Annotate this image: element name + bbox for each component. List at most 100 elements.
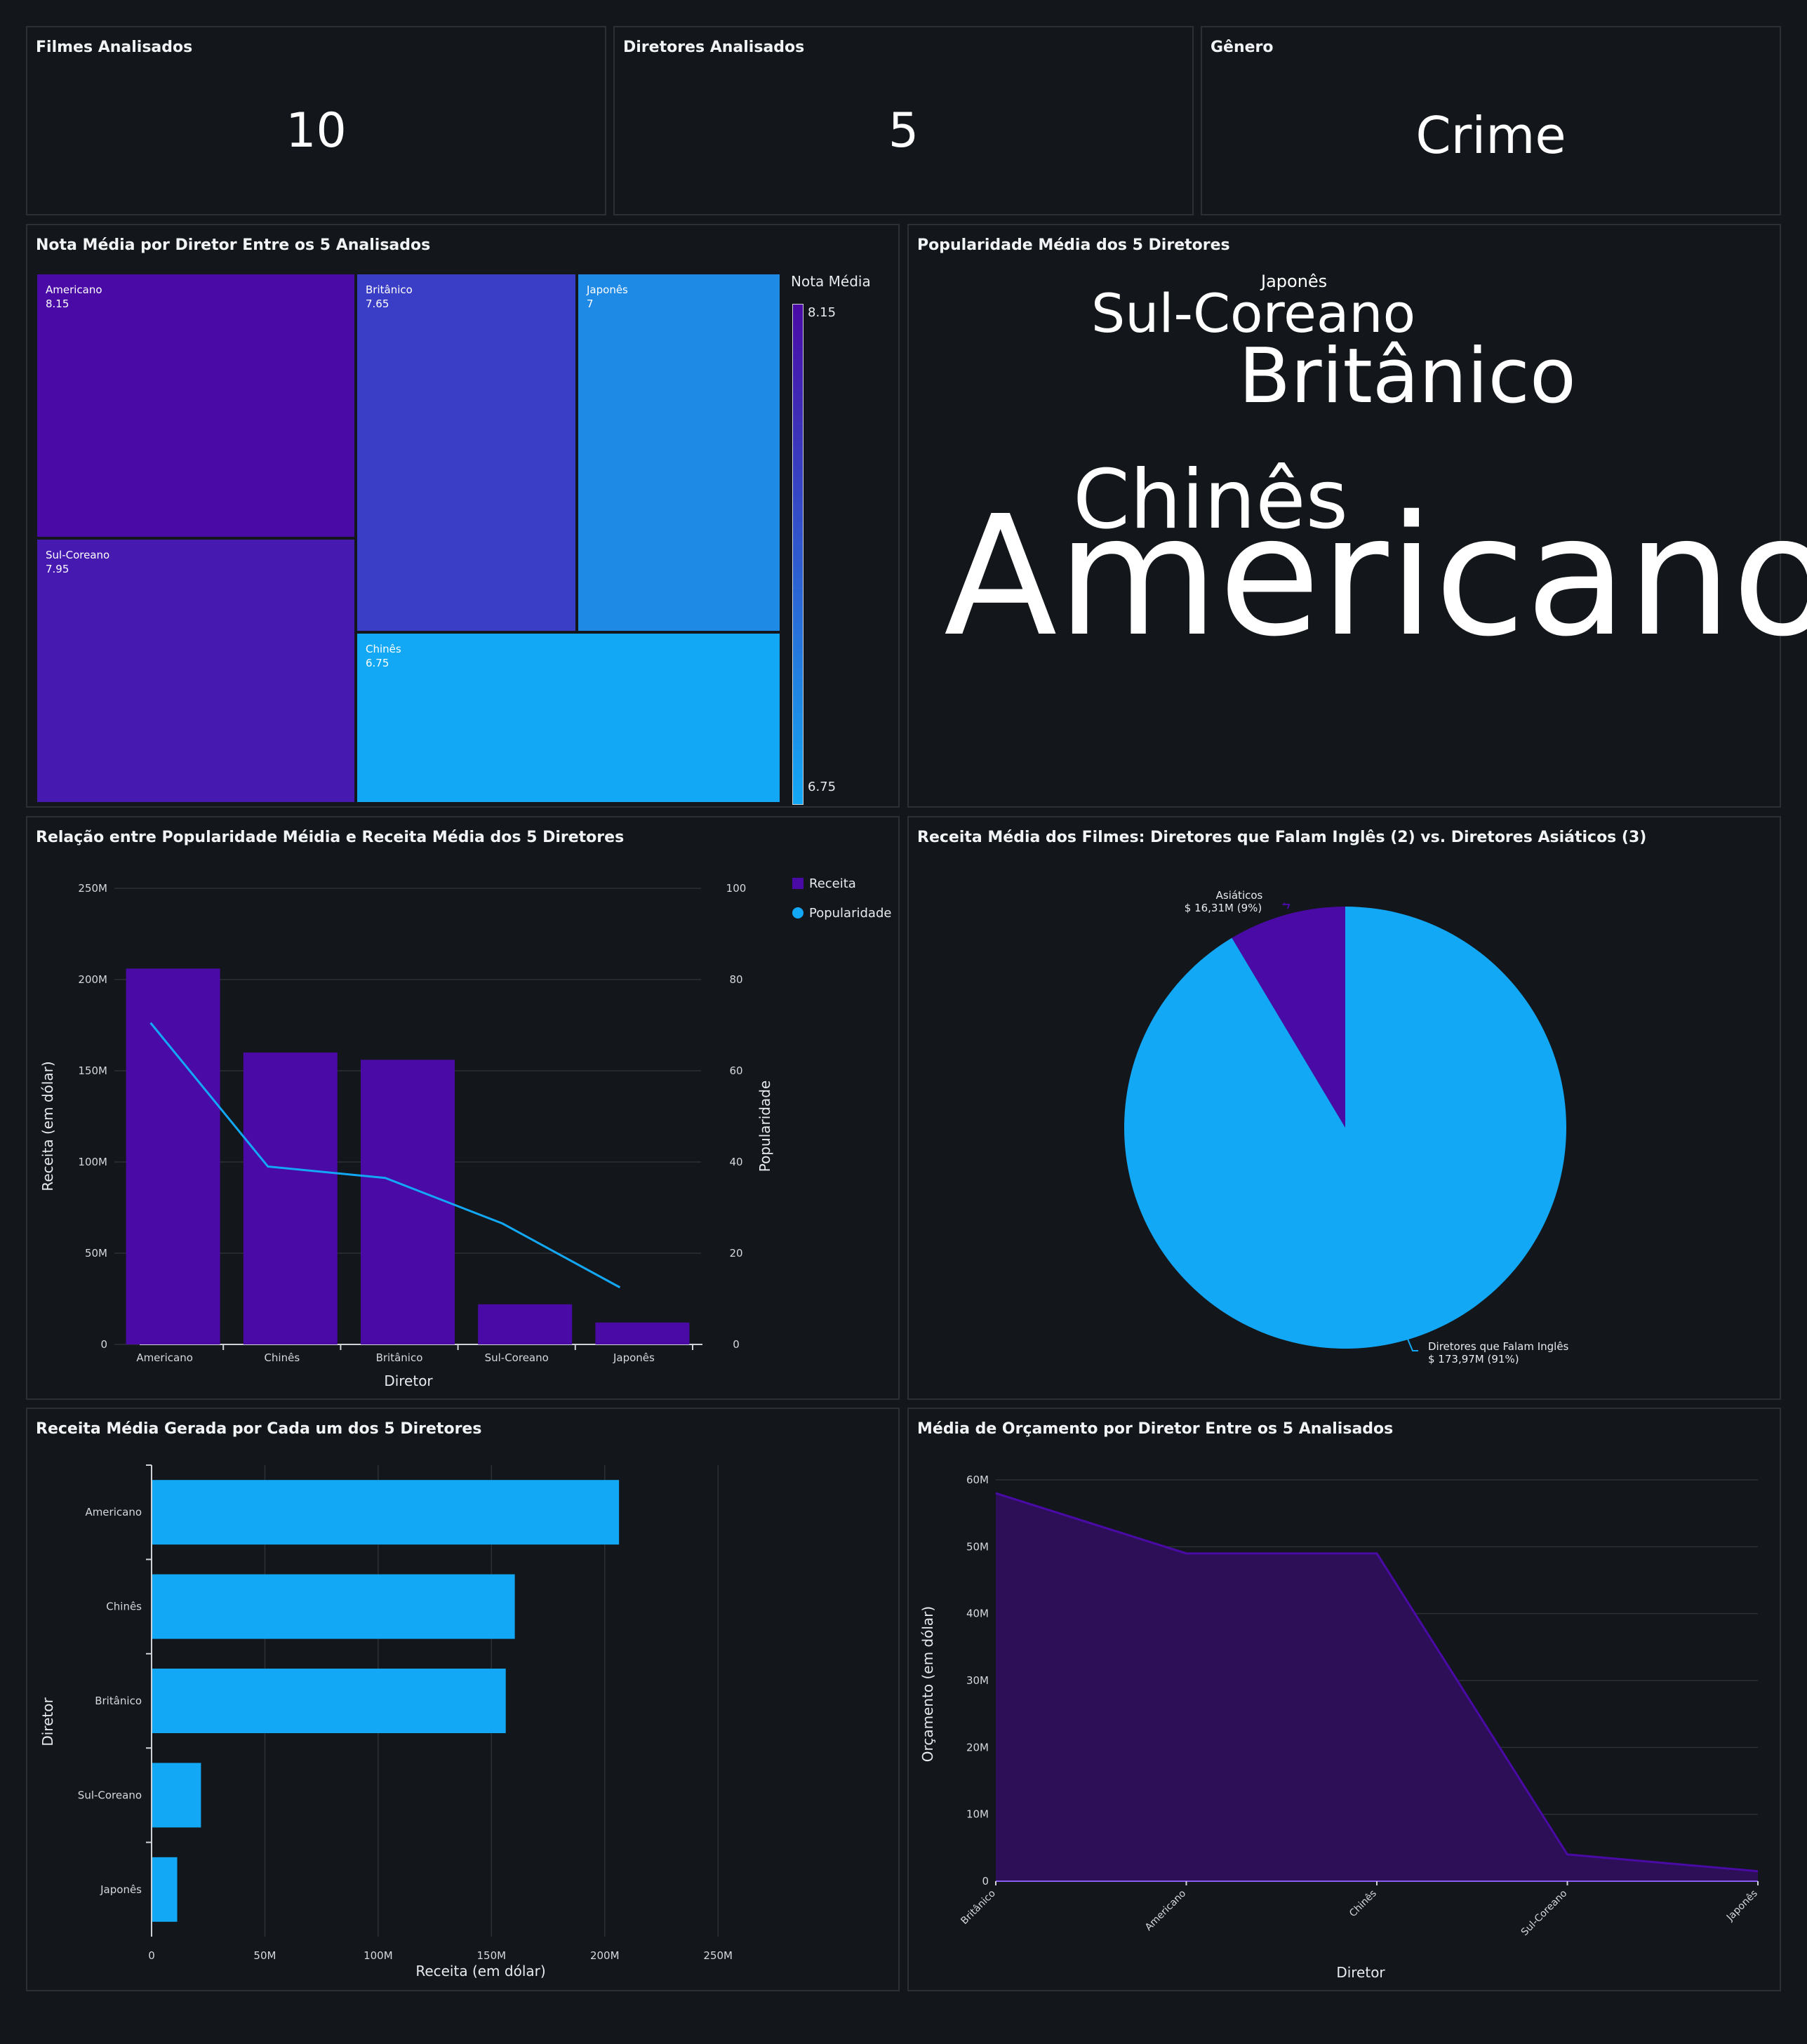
x-axis-title: Diretor	[1336, 1964, 1385, 1981]
y-tick-label: Chinês	[106, 1601, 142, 1613]
x-tick-label: Sul-Coreano	[1519, 1888, 1570, 1939]
treemap-cell-value: 7.65	[366, 298, 389, 310]
bar-receita	[361, 1060, 455, 1344]
y-tick-label: Sul-Coreano	[78, 1789, 142, 1801]
area-chart: Orçamento (em dólar) Diretor 0 10M 20M 30M 4…	[919, 1474, 1760, 1981]
x-tick-label: 250M	[703, 1949, 733, 1962]
legend-label-receita[interactable]: Receita	[809, 876, 856, 891]
y-tick-label-right: 100	[726, 882, 747, 895]
area-fill	[996, 1493, 1758, 1881]
y-axis-title: Orçamento (em dólar)	[919, 1606, 936, 1762]
wordcloud-title: Popularidade Média dos 5 Diretores	[917, 236, 1230, 254]
y-axis-title: Diretor	[39, 1697, 56, 1746]
x-tick-label: Japonês	[1724, 1888, 1760, 1924]
x-tick-label: Americano	[136, 1351, 193, 1364]
kpi-value: 5	[888, 103, 919, 159]
treemap-cell-value: 8.15	[46, 298, 69, 310]
bar-receita	[243, 1053, 338, 1344]
treemap-cell-chines[interactable]: Chinês 6.75	[356, 632, 781, 803]
treemap-legend-max: 8.15	[808, 305, 836, 320]
bar-receita	[478, 1304, 573, 1344]
pie-label-asiaticos-name: Asiáticos	[1216, 889, 1263, 902]
pie-label-asiaticos-value: $ 16,31M (9%)	[1185, 902, 1262, 914]
y-tick-label-right: 20	[729, 1247, 742, 1260]
treemap-cell-sul-coreano[interactable]: Sul-Coreano 7.95	[36, 538, 356, 803]
area-chart-card: Média de Orçamento por Diretor Entre os …	[907, 1408, 1781, 1991]
pie-title: Receita Média dos Filmes: Diretores que …	[917, 829, 1647, 846]
combo-chart: Receita (em dólar) Popularidade Diretor …	[39, 876, 891, 1389]
hbar-title: Receita Média Gerada por Cada um dos 5 D…	[36, 1420, 482, 1438]
y-tick-label: Japonês	[100, 1883, 142, 1896]
y-tick-label-left: 100M	[78, 1156, 107, 1168]
area-line	[995, 1492, 1759, 1873]
treemap-cell-americano[interactable]: Americano 8.15	[36, 273, 356, 538]
kpi-card-diretores: Diretores Analisados 5	[613, 26, 1194, 215]
treemap-cell-value: 7	[587, 298, 594, 310]
y-tick-label-left: 150M	[78, 1064, 107, 1077]
combo-chart-card: Relação entre Popularidade Méidia e Rece…	[26, 816, 900, 1400]
word-japones[interactable]: Japonês	[1261, 272, 1328, 291]
word-britanico[interactable]: Britânico	[1239, 333, 1576, 420]
hbar-chart-card: Receita Média Gerada por Cada um dos 5 D…	[26, 1408, 900, 1991]
hbar-chart: Diretor Receita (em dólar) 0 50M 100M 150M 2…	[39, 1464, 733, 1979]
y-tick-label: Americano	[85, 1506, 142, 1518]
treemap-cell-name: Americano	[46, 283, 102, 296]
legend-swatch-popularidade	[792, 907, 804, 919]
pie-chart-card: Receita Média dos Filmes: Diretores que …	[907, 816, 1781, 1400]
leader-line-ingles	[1406, 1337, 1418, 1351]
pie-chart: Asiáticos $ 16,31M (9%) Diretores que Fa…	[1124, 889, 1569, 1365]
y-tick-label: 10M	[966, 1808, 989, 1821]
treemap-cell-japones[interactable]: Japonês 7	[577, 273, 781, 632]
pie-label-ingles-value: $ 173,97M (91%)	[1428, 1353, 1519, 1365]
y-tick-label: Britânico	[95, 1695, 142, 1707]
treemap-cell-name: Britânico	[366, 283, 413, 296]
x-tick-label: 50M	[253, 1949, 276, 1962]
area-title: Média de Orçamento por Diretor Entre os …	[917, 1420, 1394, 1438]
y-tick-label: 0	[982, 1875, 989, 1888]
x-tick-label: 0	[148, 1949, 155, 1962]
x-tick-label: Britânico	[376, 1351, 423, 1364]
wordcloud-card: Popularidade Média dos 5 Diretores Japon…	[907, 224, 1807, 808]
x-tick-label: 200M	[590, 1949, 620, 1962]
x-tick-label: Americano	[1143, 1888, 1188, 1933]
legend-label-popularidade[interactable]: Popularidade	[809, 906, 891, 921]
y-tick-label-left: 50M	[85, 1247, 107, 1260]
treemap-cell-britanico[interactable]: Britânico 7.65	[356, 273, 577, 632]
bar-receita	[152, 1574, 515, 1639]
bar-receita	[126, 968, 220, 1344]
pie-label-ingles-name: Diretores que Falam Inglês	[1428, 1340, 1569, 1353]
treemap-cell-name: Japonês	[587, 283, 628, 296]
kpi-value: Crime	[1415, 106, 1566, 165]
bar-receita	[152, 1857, 178, 1922]
kpi-card-genero: Gênero Crime	[1201, 26, 1781, 215]
bar-receita	[152, 1480, 620, 1545]
word-americano[interactable]: Americano	[944, 480, 1807, 673]
y-tick-label: 40M	[966, 1608, 989, 1620]
y-tick-label-left: 250M	[78, 882, 107, 895]
treemap-title: Nota Média por Diretor Entre os 5 Analis…	[36, 236, 431, 254]
kpi-title: Gênero	[1211, 39, 1274, 56]
bar-receita	[152, 1669, 506, 1733]
x-axis-title: Diretor	[384, 1372, 433, 1389]
x-tick-label: Britânico	[959, 1888, 997, 1927]
y-tick-label: 50M	[966, 1540, 989, 1553]
x-tick-label: Chinês	[1347, 1888, 1379, 1920]
line-popularidade	[149, 1022, 621, 1289]
combo-title: Relação entre Popularidade Méidia e Rece…	[36, 829, 625, 846]
kpi-title: Diretores Analisados	[623, 39, 805, 56]
x-tick-label: Sul-Coreano	[485, 1351, 549, 1364]
word-chines[interactable]: Chinês	[1073, 453, 1349, 547]
word-sul-coreano[interactable]: Sul-Coreano	[1091, 282, 1416, 345]
y-tick-label-left: 200M	[78, 973, 107, 986]
y-axis-title-left: Receita (em dólar)	[39, 1061, 56, 1191]
y-axis-title-right: Popularidade	[756, 1081, 773, 1173]
bar-receita	[595, 1322, 690, 1344]
treemap-legend-title: Nota Média	[791, 273, 871, 290]
treemap-cell-name: Sul-Coreano	[46, 549, 110, 561]
x-tick-label: Chinês	[264, 1351, 300, 1364]
y-tick-label: 20M	[966, 1741, 989, 1754]
y-tick-label-right: 80	[729, 973, 742, 986]
pie-slice	[1232, 907, 1345, 1128]
x-tick-label: Japonês	[613, 1351, 655, 1364]
y-tick-label: 60M	[966, 1474, 989, 1486]
